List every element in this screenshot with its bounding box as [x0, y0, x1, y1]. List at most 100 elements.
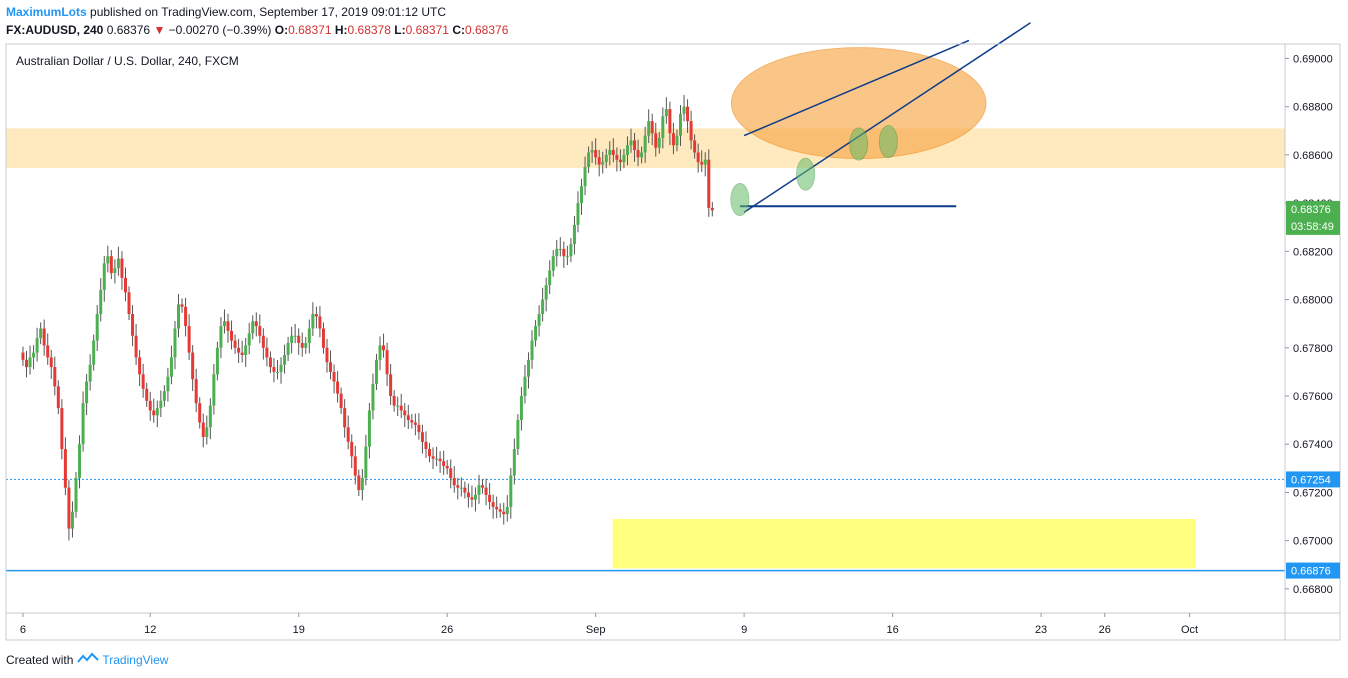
candle-body: [311, 314, 315, 329]
candle-body: [530, 340, 534, 360]
channel-upper-line: [743, 39, 970, 137]
time-axis[interactable]: 6 12 19 26 Sep 9 16 23 26 Oct: [20, 613, 1198, 636]
candle-body: [53, 367, 57, 387]
candle-body: [470, 497, 474, 500]
candle-body: [230, 330, 234, 341]
candle-body: [452, 477, 456, 486]
time-tick-label: 23: [1035, 624, 1047, 636]
candle-body: [498, 509, 502, 512]
high-value: 0.68378: [347, 23, 391, 37]
candle-body: [442, 461, 446, 466]
open-value: 0.68371: [288, 23, 332, 37]
candle-body: [445, 465, 449, 469]
candle-body: [60, 408, 64, 450]
candle-body: [636, 150, 640, 158]
candle-body: [689, 121, 693, 141]
candle-body: [622, 154, 626, 163]
published-text: published on TradingView.com, September …: [90, 5, 447, 19]
candle-body: [353, 456, 357, 476]
candle-body: [707, 159, 711, 208]
candle-body: [587, 152, 591, 167]
candle-body: [254, 321, 258, 327]
price-tick-label: 0.68600: [1293, 150, 1333, 162]
candle-body: [187, 326, 191, 353]
candle-body: [456, 485, 460, 488]
candle-body: [399, 405, 403, 411]
candle-body: [523, 376, 527, 397]
candle-body: [127, 292, 131, 315]
tradingview-brand-link[interactable]: TradingView: [102, 652, 169, 667]
candle-body: [382, 345, 386, 351]
candle-body: [403, 410, 407, 416]
candle-body: [562, 248, 566, 257]
candle-body: [304, 342, 308, 348]
candle-body: [633, 140, 637, 151]
candle-body: [473, 494, 477, 500]
candle-body: [166, 376, 170, 392]
candle-body: [265, 347, 269, 358]
last-price: 0.68376: [106, 23, 151, 37]
candle-body: [364, 446, 368, 478]
candle-body: [219, 326, 223, 348]
price-tick-label: 0.67000: [1293, 536, 1333, 548]
candle-body: [569, 244, 573, 257]
price-change: −0.00270 (−0.39%): [168, 23, 272, 37]
symbol-line: FX:AUDUSD, 240 0.68376 ▼ −0.00270 (−0.39…: [6, 21, 508, 39]
time-tick-label: 16: [886, 624, 898, 636]
candle-body: [516, 420, 520, 450]
price-axis[interactable]: 0.690000.688000.686000.684000.682000.680…: [1285, 53, 1340, 596]
candle-body: [106, 256, 110, 264]
candle-body: [519, 396, 523, 421]
candle-body: [325, 347, 329, 363]
candle-body: [293, 335, 297, 337]
frame-border: [5, 43, 1341, 641]
candle-body: [495, 506, 499, 510]
tradingview-logo-icon: [77, 652, 100, 667]
candle-body: [484, 487, 488, 495]
candle-body: [268, 357, 272, 368]
candle-body: [367, 410, 371, 447]
candle-body: [431, 456, 435, 459]
candle-body: [173, 328, 177, 358]
chart-title: Australian Dollar / U.S. Dollar, 240, FX…: [16, 54, 239, 68]
publish-line: MaximumLots published on TradingView.com…: [6, 3, 508, 21]
candle-body: [194, 379, 198, 404]
price-tick-label: 0.67600: [1293, 391, 1333, 403]
candle-body: [212, 374, 216, 406]
candle-body: [389, 374, 393, 397]
current-price-badge: [1286, 200, 1340, 235]
candle-body: [618, 159, 622, 163]
candle-body: [544, 285, 548, 300]
candle-body: [664, 109, 668, 117]
candle-body: [417, 424, 421, 433]
candle-body: [580, 186, 584, 204]
candle-body: [410, 420, 414, 423]
candle-body: [435, 458, 439, 460]
candle-body: [671, 133, 675, 146]
touch-marker: [878, 125, 898, 159]
candle-body: [438, 458, 442, 462]
close-value: 0.68376: [464, 23, 509, 37]
candle-body: [360, 477, 364, 491]
candle-body: [583, 166, 587, 187]
support-level-badge: [1286, 562, 1340, 579]
time-tick-label: 19: [293, 624, 305, 636]
candle-body: [675, 135, 679, 146]
author-link[interactable]: MaximumLots: [6, 5, 87, 19]
candle-body: [608, 150, 612, 155]
candle-body: [640, 152, 644, 158]
candle-body: [81, 403, 85, 445]
candle-body: [46, 345, 50, 358]
candle-body: [572, 224, 576, 245]
candle-body: [180, 304, 184, 307]
candle-body: [488, 494, 492, 503]
candle-body: [647, 121, 651, 136]
candle-body: [42, 328, 46, 346]
candle-body: [290, 335, 294, 343]
candle-body: [466, 492, 470, 498]
candle-body: [300, 342, 304, 348]
candle-body: [703, 159, 707, 165]
footer: Created with TradingView: [6, 652, 168, 667]
time-tick-label: 26: [441, 624, 453, 636]
